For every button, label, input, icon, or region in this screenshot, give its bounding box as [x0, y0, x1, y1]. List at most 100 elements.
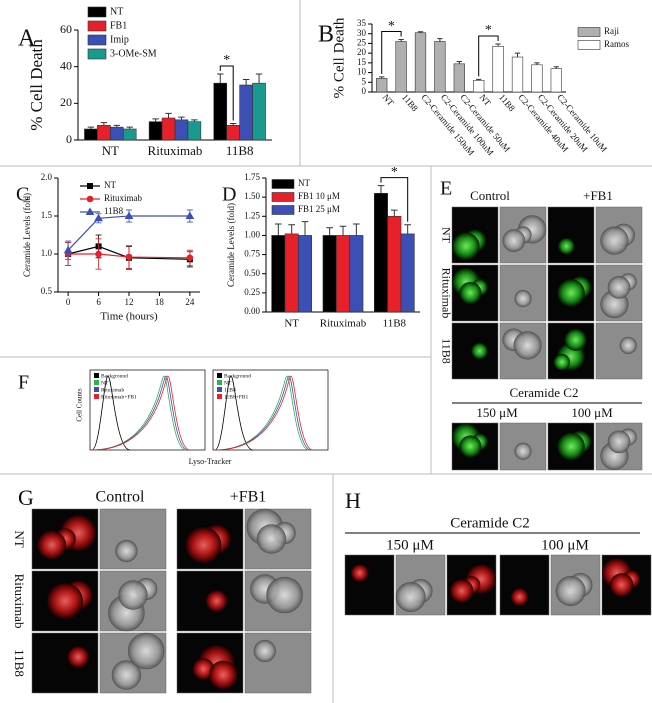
- y-tick-label: 40: [60, 58, 72, 72]
- panel-label: C: [16, 184, 29, 206]
- legend-label: Background: [101, 373, 128, 379]
- legend-swatch: [94, 394, 99, 399]
- x-tick-label: NT: [102, 143, 119, 158]
- cell: [514, 290, 532, 308]
- legend-swatch: [87, 6, 107, 18]
- legend-label: 11B8+FB1: [224, 394, 249, 400]
- legend-swatch: [94, 387, 99, 392]
- column-label: +FB1: [583, 188, 613, 203]
- cell: [609, 573, 634, 597]
- histogram-curve: [214, 375, 310, 451]
- y-tick-label: 1.0: [41, 248, 53, 258]
- error-bar: [417, 31, 424, 33]
- sub-label: 100 μM: [541, 537, 589, 553]
- y-tick-label: 2.0: [41, 172, 53, 182]
- cell: [459, 281, 482, 305]
- row-label: NT: [12, 530, 27, 547]
- cell: [502, 229, 526, 252]
- marker: [85, 207, 95, 215]
- x-tick-label: 11B8: [383, 318, 407, 330]
- image-tile: [244, 632, 312, 694]
- legend-label: 11B8: [104, 206, 124, 216]
- legend-label: Imip: [110, 34, 129, 45]
- sub-label: 150 μM: [476, 405, 518, 420]
- cell: [205, 590, 228, 612]
- bar: [376, 78, 388, 93]
- bar: [322, 235, 337, 313]
- histogram-frame: [212, 369, 329, 451]
- error-bar: [390, 209, 398, 217]
- panel-label: G: [18, 485, 34, 510]
- cell: [510, 588, 529, 606]
- y-tick-label: 1.00: [244, 229, 260, 239]
- cell: [185, 527, 222, 563]
- x-tick-label: 24: [185, 297, 195, 307]
- image-tile: [547, 206, 595, 264]
- line: [67, 215, 190, 251]
- row-label: 11B8: [439, 338, 453, 364]
- cell: [514, 442, 532, 460]
- legend-label: NT: [224, 380, 232, 386]
- y-tick-label: 1.50: [244, 191, 260, 201]
- panel-label: A: [18, 26, 36, 52]
- error-bar: [288, 224, 296, 234]
- x-tick-label: 18: [155, 297, 165, 307]
- cell: [619, 336, 637, 354]
- error-bar: [437, 38, 443, 42]
- error-bar: [514, 52, 521, 58]
- y-tick-label: 1.25: [244, 210, 260, 220]
- x-axis-label: Time (hours): [100, 311, 158, 323]
- y-tick-label: 5: [362, 76, 367, 86]
- bar: [395, 41, 407, 93]
- cell: [37, 530, 67, 560]
- cell: [607, 276, 631, 299]
- error-bar: [404, 224, 412, 234]
- row-label: NT: [439, 227, 453, 244]
- error-bar: [476, 78, 482, 81]
- bar: [213, 82, 228, 141]
- error-bar: [379, 76, 385, 79]
- column-label: +FB1: [230, 489, 267, 506]
- cell: [558, 237, 575, 255]
- cell: [127, 632, 165, 670]
- y-tick-label: 1.75: [244, 172, 260, 182]
- legend-swatch: [217, 373, 222, 378]
- legend-label: Rituximab+FB1: [101, 394, 137, 400]
- subtitle: Ceramide C2: [510, 385, 579, 400]
- bar: [284, 233, 299, 313]
- significance-bracket: [219, 65, 234, 121]
- histogram-frame: [89, 369, 206, 451]
- bar: [161, 117, 176, 141]
- error-bar: [377, 185, 385, 194]
- bar: [531, 64, 543, 93]
- sub-label: 100 μM: [571, 405, 613, 420]
- histogram-curve: [91, 375, 191, 451]
- y-tick-label: 30: [357, 28, 367, 38]
- bar: [349, 235, 364, 313]
- image-tile: [31, 632, 99, 694]
- error-bar: [113, 124, 121, 128]
- legend-label: NT: [298, 178, 310, 188]
- legend-swatch: [271, 205, 295, 215]
- cell: [459, 435, 482, 458]
- legend-label: FB1: [110, 20, 127, 31]
- error-bar: [191, 119, 198, 122]
- y-axis-label: % Cell Death: [27, 39, 46, 131]
- error-bar: [398, 39, 404, 42]
- significance-bracket: [478, 35, 499, 77]
- bar: [122, 128, 137, 141]
- bar: [336, 235, 350, 313]
- legend-swatch: [94, 373, 99, 378]
- y-axis-label: Ceramide Levels (fold): [226, 203, 236, 287]
- cell: [557, 279, 585, 307]
- error-bar: [534, 62, 540, 65]
- bar: [434, 41, 446, 93]
- legend-swatch: [577, 40, 601, 50]
- cell: [564, 328, 587, 351]
- y-tick-label: 0: [66, 132, 72, 146]
- legend-label: NT: [110, 6, 123, 17]
- error-bar: [495, 43, 501, 47]
- cell: [350, 564, 369, 582]
- cell: [118, 580, 148, 610]
- histogram-curve: [214, 375, 254, 451]
